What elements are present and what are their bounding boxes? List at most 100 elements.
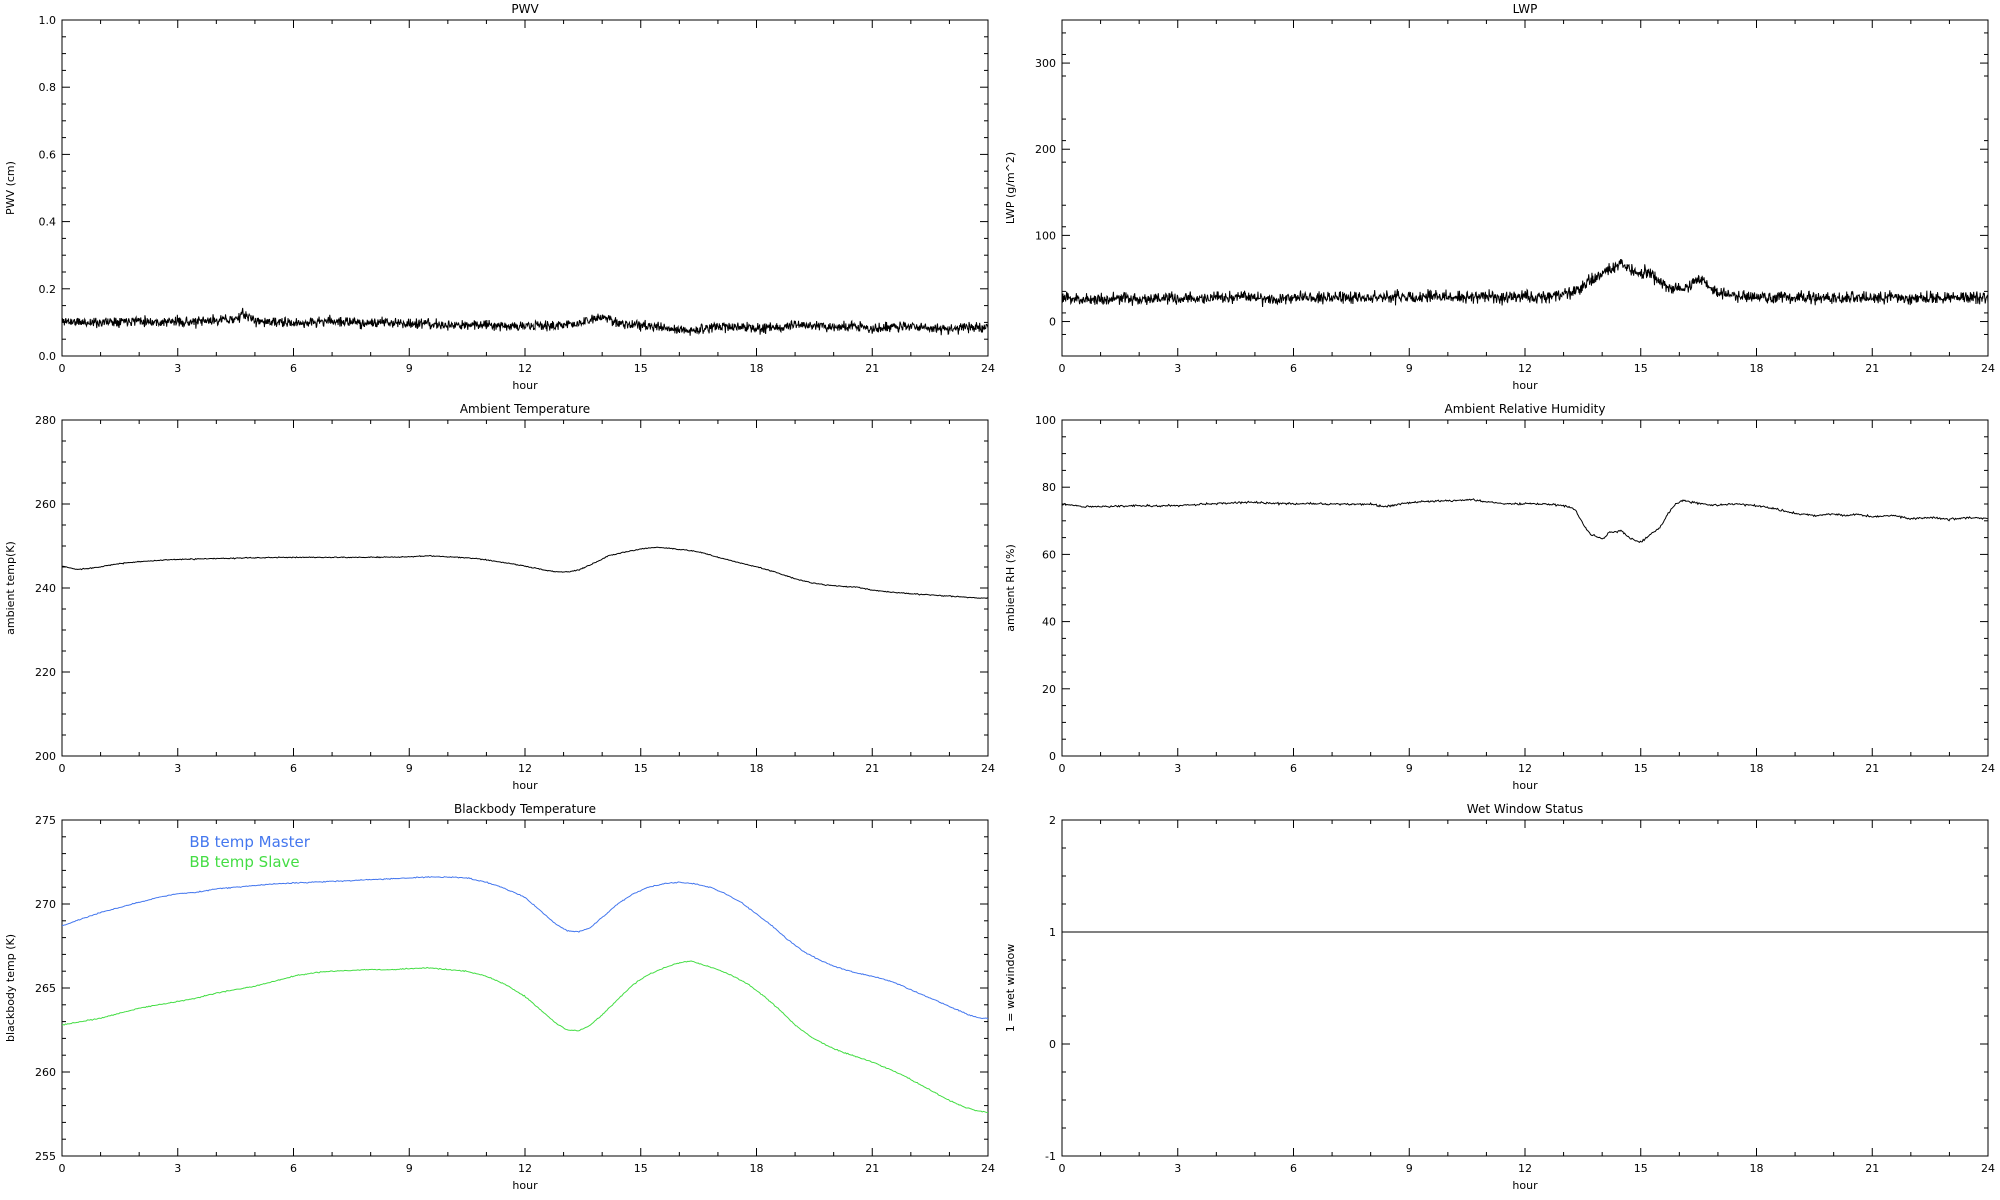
y-tick-label: 280 [35,414,56,427]
y-tick-label: 0.2 [39,283,57,296]
axis-ticks [61,819,989,1157]
x-axis-label: hour [1512,379,1538,392]
x-tick-label: 6 [290,762,297,775]
y-tick-label: 1 [1049,926,1056,939]
y-tick-label: 240 [35,582,56,595]
x-tick-label: 18 [750,762,764,775]
chart-ambient-relative-humidity-svg: 0 3 6 9 12 15 18 21 24 0 20 40 60 80 100 Ambient Relati… [1004,402,1995,792]
x-axis-label: hour [512,1179,538,1192]
x-tick-label: 18 [1750,1162,1764,1175]
x-tick-label: 9 [406,1162,413,1175]
y-tick-label: 265 [35,982,56,995]
x-tick-label: 6 [290,1162,297,1175]
x-tick-label: 0 [1059,362,1066,375]
y-tick-label: 255 [35,1150,56,1163]
y-tick-label: 300 [1035,57,1056,70]
plot-frame [61,419,989,757]
x-tick-label: 12 [518,362,532,375]
x-tick-label: 15 [1634,762,1648,775]
y-tick-label: 260 [35,1066,56,1079]
x-tick-label: 24 [1981,762,1995,775]
chart-blackbody-temperature: 0 3 6 9 12 15 18 21 24 255 260 265 270 275 Blackbody T… [0,800,1000,1200]
y-axis-label: ambient RH (%) [1004,544,1017,632]
chart-wet-window-status: 0 3 6 9 12 15 18 21 24 -1 0 1 2 Wet Window Status hour… [1000,800,2000,1200]
x-tick-label: 21 [1865,1162,1879,1175]
y-tick-label: 200 [35,750,56,763]
x-tick-label: 12 [1518,1162,1532,1175]
y-tick-label: 260 [35,498,56,511]
y-tick-label: 0.4 [39,216,57,229]
x-tick-label: 6 [1290,1162,1297,1175]
x-tick-label: 9 [1406,1162,1413,1175]
chart-title: PWV [511,2,539,16]
tick-labels: 0 3 6 9 12 15 18 21 24 0.0 0.2 0.4 0.6 0.8 1.0 [39,14,996,375]
chart-ambient-temperature-svg: 0 3 6 9 12 15 18 21 24 200 220 240 260 280 Ambient Tem… [4,402,995,792]
y-tick-label: 275 [35,814,56,827]
chart-title: Wet Window Status [1467,802,1583,816]
chart-title: Ambient Relative Humidity [1445,402,1606,416]
x-tick-label: 18 [1750,762,1764,775]
series-bb-temp-master [62,876,988,1020]
x-tick-label: 3 [1174,362,1181,375]
y-tick-label: 60 [1042,548,1056,561]
x-tick-label: 12 [1518,362,1532,375]
x-tick-label: 21 [865,1162,879,1175]
x-tick-label: 24 [981,1162,995,1175]
y-axis-label: ambient temp(K) [4,541,17,635]
x-tick-label: 6 [1290,762,1297,775]
y-tick-label: 40 [1042,616,1056,629]
chart-ambient-temperature: 0 3 6 9 12 15 18 21 24 200 220 240 260 280 Ambient Tem… [0,400,1000,800]
tick-labels: 0 3 6 9 12 15 18 21 24 0 20 40 60 80 100 [1035,414,1995,775]
series-bb-temp-slave [62,960,988,1114]
x-tick-label: 24 [1981,1162,1995,1175]
x-tick-label: 0 [1059,762,1066,775]
x-tick-label: 24 [981,762,995,775]
axis-ticks [1061,819,1989,1157]
y-tick-label: 220 [35,666,56,679]
x-tick-label: 6 [290,362,297,375]
axis-ticks [61,419,989,757]
series-pwv [62,307,988,336]
x-tick-label: 9 [406,362,413,375]
y-tick-label: 2 [1049,814,1056,827]
y-axis-label: 1 = wet window [1004,944,1017,1033]
x-tick-label: 21 [865,762,879,775]
plot-frame [1061,19,1989,357]
x-tick-label: 15 [1634,1162,1648,1175]
y-tick-label: 100 [1035,229,1056,242]
x-tick-label: 0 [59,762,66,775]
x-tick-label: 12 [1518,762,1532,775]
axis-ticks [61,19,989,357]
chart-title: LWP [1513,2,1538,16]
x-axis-label: hour [512,779,538,792]
x-tick-label: 6 [1290,362,1297,375]
chart-pwv-svg: 0 3 6 9 12 15 18 21 24 0.0 0.2 0.4 0.6 0.8 1.0 PWV hour P… [4,2,996,392]
y-tick-label: 0.6 [39,148,57,161]
x-tick-label: 0 [59,1162,66,1175]
x-tick-label: 18 [750,1162,764,1175]
chart-blackbody-temperature-svg: 0 3 6 9 12 15 18 21 24 255 260 265 270 275 Blackbody T… [4,802,995,1192]
tick-labels: 0 3 6 9 12 15 18 21 24 255 260 265 270 275 [35,814,995,1175]
x-tick-label: 9 [406,762,413,775]
y-axis-label: LWP (g/m^2) [1004,152,1017,224]
x-axis-label: hour [512,379,538,392]
x-tick-label: 15 [634,1162,648,1175]
x-tick-label: 18 [750,362,764,375]
y-tick-label: -1 [1045,1150,1056,1163]
y-tick-label: 0.8 [39,81,57,94]
y-tick-label: 0.0 [39,350,57,363]
y-tick-label: 80 [1042,481,1056,494]
x-tick-label: 24 [981,362,995,375]
x-tick-label: 3 [174,762,181,775]
x-tick-label: 24 [1981,362,1995,375]
y-tick-label: 20 [1042,683,1056,696]
series-ambient-temp [62,546,988,599]
plot-frame [61,19,989,357]
chart-pwv: 0 3 6 9 12 15 18 21 24 0.0 0.2 0.4 0.6 0.8 1.0 PWV hour P… [0,0,1000,400]
legend-bb-temp-slave: BB temp Slave [189,853,299,871]
chart-title: Blackbody Temperature [454,802,596,816]
x-tick-label: 15 [1634,362,1648,375]
